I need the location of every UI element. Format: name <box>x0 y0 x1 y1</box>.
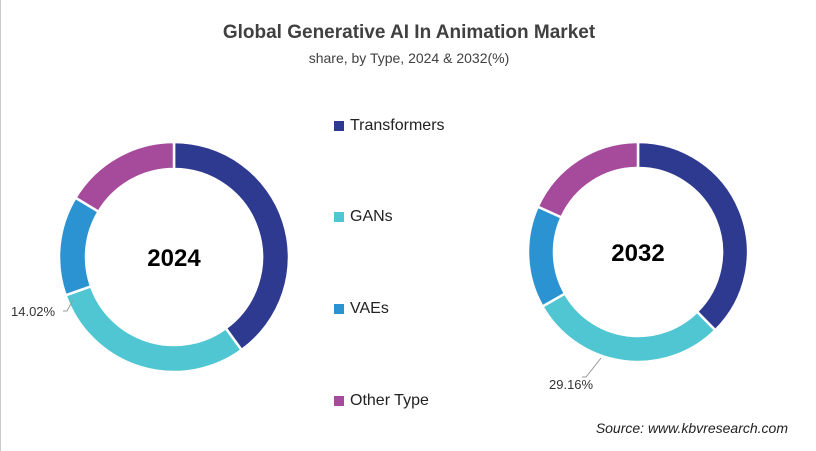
donut-center-label: 2032 <box>611 240 664 267</box>
chart-title: Global Generative AI In Animation Market <box>222 22 596 43</box>
legend-swatch <box>334 304 344 314</box>
legend-item: VAEs <box>334 300 389 318</box>
legend-item: GANs <box>334 208 393 226</box>
source-note: Source: www.kbvresearch.com <box>595 420 788 436</box>
legend-item: Other Type <box>334 392 429 410</box>
legend-swatch <box>334 212 344 222</box>
data-label-leader-line <box>582 357 602 378</box>
donut-slice-2024-gans <box>63 284 244 374</box>
legend-item: Transformers <box>334 117 445 135</box>
donut-slice-2032-vaes <box>526 205 567 309</box>
data-label: 29.16% <box>549 377 594 392</box>
donut-slice-2032-gans <box>540 291 718 364</box>
legend-swatch <box>334 396 344 406</box>
donut-slice-2032-transformers <box>636 140 750 333</box>
legend-label: Other Type <box>350 392 429 409</box>
chart-subtitle: share, by Type, 2024 & 2032(%) <box>308 50 510 66</box>
donut-slice-2024-other-type <box>73 140 176 214</box>
legend-swatch <box>334 121 344 131</box>
data-label: 14.02% <box>11 304 56 319</box>
donut-slice-2024-vaes <box>57 196 101 297</box>
legend-label: Transformers <box>350 117 445 134</box>
data-label-leader-line <box>63 299 74 312</box>
donut-slice-2032-other-type <box>536 140 640 220</box>
legend-label: GANs <box>350 208 393 225</box>
donut-center-label: 2024 <box>147 245 201 272</box>
legend-label: VAEs <box>350 300 389 317</box>
